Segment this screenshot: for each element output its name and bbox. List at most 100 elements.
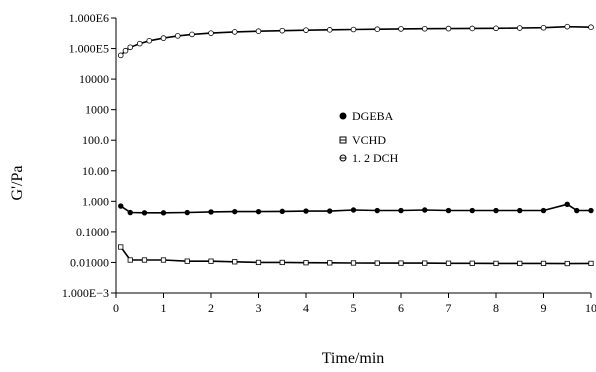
data-point [232,208,238,215]
y-tick-label: 1.000E5 [69,42,109,56]
data-point [127,209,133,216]
x-tick-label: 2 [208,301,214,315]
x-axis-title: Time/min [322,350,385,367]
data-point [141,210,148,216]
data-point [564,260,570,267]
data-point [255,259,262,266]
data-point [208,258,214,264]
data-point [469,260,475,266]
data-point [208,30,214,36]
data-point [493,207,499,214]
y-axis-title: G'/Pa [9,166,26,201]
y-tick-label: 100.0 [82,133,109,147]
legend-label-dgeba: DGEBA [352,109,394,123]
data-point [540,260,547,267]
data-point [279,208,285,215]
series-layer [117,23,594,267]
data-point [118,244,124,250]
y-tick-label: 0.1000 [76,225,109,239]
data-point [160,257,167,263]
series-line-vchd [120,246,592,265]
y-tick-label: 1000 [85,103,109,117]
y-tick-label: 1.000 [82,194,109,208]
data-point [588,24,594,30]
data-point [445,207,452,214]
x-tick-label: 9 [541,301,547,315]
data-point [469,25,476,32]
legend-item-dgeba: DGEBA [339,109,394,123]
data-point [327,208,333,214]
data-point [303,208,309,214]
data-point [184,209,190,216]
data-point [160,210,167,216]
data-point [469,207,475,214]
data-point [326,27,333,33]
data-point [517,260,523,267]
data-point [374,26,381,32]
data-point [445,25,452,32]
legend-label-vchd: VCHD [352,133,386,147]
data-point [564,23,571,30]
x-tick-label: 6 [398,301,404,315]
data-point [189,31,195,38]
data-point [574,207,580,214]
data-point [350,26,357,33]
data-point [279,27,286,34]
data-point [127,257,133,263]
plot-area: 1.000E6 1.000E5 10000 1000 100.0 10.00 1.000 0.… [62,11,596,315]
data-point [255,208,262,215]
data-point [303,260,309,266]
series-dgeba [118,201,594,216]
data-point [374,207,380,214]
series-vchd [118,244,594,267]
data-point [493,260,499,267]
data-point [564,201,570,207]
data-point [540,24,547,31]
legend-item-12dch: 1. 2 DCH [339,151,399,165]
data-point [350,207,357,213]
data-point [127,44,134,51]
x-tick-label: 8 [493,301,499,315]
data-point [232,259,238,265]
data-point [279,259,285,266]
legend-marker-dgeba [339,112,347,120]
data-point [421,25,428,32]
data-point [588,207,594,214]
data-point [350,260,357,266]
data-point [146,37,153,44]
data-point [174,33,181,39]
legend-label-12dch: 1. 2 DCH [352,151,399,165]
data-point [516,25,523,31]
y-tick-label: 10.00 [82,164,109,178]
data-point [445,260,452,266]
data-point [184,258,190,264]
data-point [398,260,404,266]
data-point [118,203,124,209]
data-point [517,207,523,214]
data-point [540,207,547,214]
data-point [398,26,404,32]
y-axis-ticks: 1.000E6 1.000E5 10000 1000 100.0 10.00 1.000 0.… [62,11,116,300]
data-point [136,40,143,47]
data-point [422,207,428,213]
data-point [117,52,124,59]
y-tick-label: 0.01000 [70,255,109,269]
data-point [327,260,333,266]
x-tick-label: 4 [303,301,309,315]
data-point [141,257,148,263]
legend: DGEBA VCHD 1. 2 DCH [339,109,399,165]
data-point [231,29,238,35]
data-point [160,35,167,41]
data-point [122,47,129,54]
x-tick-label: 3 [256,301,262,315]
data-point [255,28,262,34]
x-tick-label: 5 [351,301,357,315]
data-point [374,260,380,266]
legend-item-vchd: VCHD [339,133,386,147]
series-1-2-dch [117,23,594,59]
data-point [303,27,309,33]
x-tick-label: 1 [161,301,167,315]
y-tick-label: 1.000E−3 [62,286,109,300]
